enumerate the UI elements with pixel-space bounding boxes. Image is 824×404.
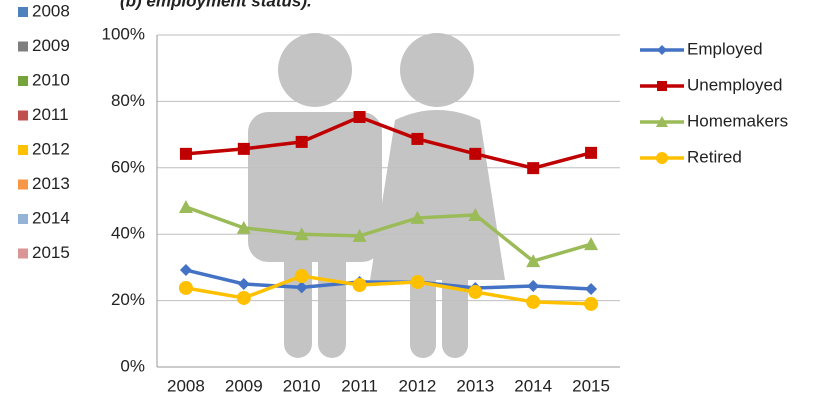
series-line [185, 115, 592, 170]
marker [237, 278, 250, 290]
y-tick-label: 80% [111, 91, 145, 110]
x-tick-label: 2014 [514, 376, 552, 395]
legend-swatch [18, 76, 28, 86]
marker [179, 147, 192, 160]
marker [585, 146, 598, 159]
marker [237, 142, 250, 155]
x-tick-label: 2011 [341, 376, 378, 395]
legend-label: 2009 [32, 36, 70, 55]
marker [656, 152, 668, 164]
legend-label: 2014 [32, 208, 70, 227]
y-tick-label: 40% [111, 224, 145, 243]
marker [527, 279, 540, 292]
series-line [185, 274, 592, 306]
x-tick-label: 2008 [167, 376, 205, 395]
marker [584, 296, 599, 311]
marker [178, 199, 193, 213]
legend-swatch [18, 248, 28, 259]
marker [585, 282, 598, 295]
y-tick-label: 0% [120, 356, 145, 375]
legend-swatch [18, 110, 28, 121]
marker [469, 147, 482, 160]
legend-label: Retired [687, 147, 742, 166]
legend-swatch [18, 7, 28, 17]
legend-label: 2012 [32, 139, 70, 158]
marker [236, 290, 251, 305]
marker [353, 111, 366, 124]
series-line [185, 205, 592, 264]
x-tick-label: 2010 [283, 376, 321, 395]
legend-label: 2010 [32, 70, 70, 89]
marker [410, 210, 425, 224]
marker [656, 116, 668, 127]
marker [468, 284, 483, 299]
marker [352, 277, 367, 292]
legend-label: Unemployed [687, 75, 782, 94]
marker [295, 135, 308, 148]
y-tick-label: 60% [111, 157, 145, 176]
marker [179, 264, 192, 277]
marker [295, 281, 308, 294]
marker [657, 45, 667, 55]
legend-label: 2013 [32, 174, 70, 193]
marker [584, 237, 599, 251]
legend-swatch [18, 41, 28, 52]
silhouettes [248, 33, 505, 358]
y-tick-label: 100% [102, 24, 145, 43]
marker [526, 254, 541, 268]
x-tick-label: 2015 [572, 376, 610, 395]
legend-label: 2011 [32, 105, 69, 124]
marker [294, 227, 309, 241]
x-tick-label: 2013 [456, 376, 494, 395]
legend-label: Homemakers [687, 111, 788, 130]
marker [411, 132, 424, 145]
x-tick-label: 2009 [225, 376, 263, 395]
legend-swatch [18, 145, 28, 155]
legend-swatch [18, 179, 28, 190]
legend-label: 2008 [32, 1, 70, 20]
marker [468, 207, 483, 221]
marker [352, 228, 367, 242]
marker [657, 81, 667, 91]
marker [294, 269, 309, 284]
chart-title: (b) employment status). [120, 0, 312, 10]
marker [410, 275, 425, 290]
marker [178, 280, 193, 295]
legend-label: 2015 [32, 243, 70, 262]
marker [526, 294, 541, 309]
legend-label: Employed [687, 39, 763, 58]
marker [236, 220, 251, 234]
x-tick-label: 2012 [399, 376, 437, 395]
marker [527, 162, 540, 175]
legend-swatch [18, 214, 28, 224]
y-tick-label: 20% [111, 290, 145, 309]
